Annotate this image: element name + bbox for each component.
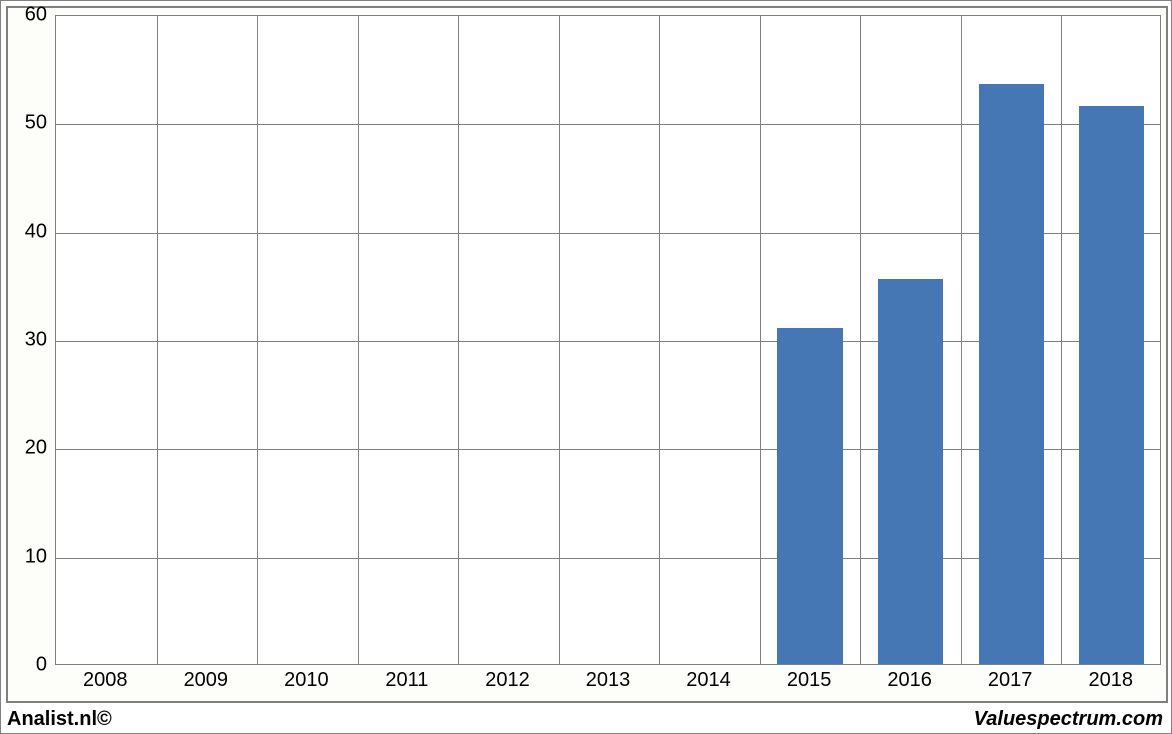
x-tick-label: 2017	[988, 669, 1033, 692]
x-tick-label: 2016	[887, 669, 932, 692]
gridline-vertical	[1061, 16, 1062, 664]
x-tick-label: 2011	[385, 669, 428, 692]
credit-right: Valuespectrum.com	[974, 708, 1163, 731]
x-tick-label: 2015	[787, 669, 832, 692]
x-tick-label: 2010	[284, 669, 329, 692]
plot-area	[55, 15, 1161, 665]
bar	[777, 328, 842, 664]
bar	[1079, 106, 1144, 664]
gridline-vertical	[157, 16, 158, 664]
gridline-vertical	[860, 16, 861, 664]
y-tick-label: 0	[8, 654, 47, 677]
x-tick-label: 2018	[1088, 669, 1133, 692]
bar	[878, 279, 943, 664]
x-tick-label: 2009	[184, 669, 229, 692]
chart-outer-frame: 0 10 20 30 40 50 60 2008 2009 2010 2011 2012 2013 201…	[0, 0, 1172, 734]
gridline-vertical	[760, 16, 761, 664]
x-tick-label: 2012	[485, 669, 530, 692]
chart-frame: 0 10 20 30 40 50 60 2008 2009 2010 2011 2012 2013 201…	[6, 6, 1168, 703]
x-tick-label: 2013	[586, 669, 631, 692]
y-tick-label: 10	[8, 545, 47, 568]
y-tick-label: 50	[8, 112, 47, 135]
gridline-vertical	[559, 16, 560, 664]
y-tick-label: 60	[8, 4, 47, 27]
gridline-vertical	[961, 16, 962, 664]
gridline-vertical	[659, 16, 660, 664]
credit-left: Analist.nl©	[7, 708, 112, 731]
y-tick-label: 20	[8, 437, 47, 460]
gridline-vertical	[458, 16, 459, 664]
x-tick-label: 2008	[83, 669, 128, 692]
y-tick-label: 30	[8, 329, 47, 352]
x-tick-label: 2014	[686, 669, 731, 692]
y-tick-label: 40	[8, 220, 47, 243]
gridline-vertical	[358, 16, 359, 664]
gridline-vertical	[257, 16, 258, 664]
bar	[979, 84, 1044, 664]
